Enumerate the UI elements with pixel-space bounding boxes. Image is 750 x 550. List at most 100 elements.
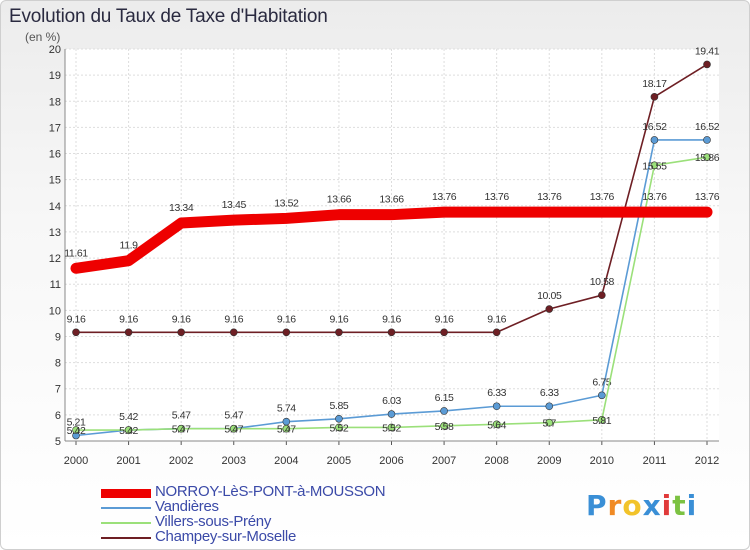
y-tick-label: 14 [49, 201, 61, 213]
data-label: 13.45 [222, 199, 247, 211]
data-label: 13.76 [642, 191, 667, 203]
data-point [387, 423, 396, 432]
logo-letter: i [661, 489, 673, 522]
data-point [598, 291, 606, 299]
data-point [650, 161, 659, 170]
logo-letter: x [642, 489, 662, 522]
y-tick-label: 20 [49, 44, 61, 56]
logo-letter: t [672, 489, 687, 522]
x-tick-label: 2007 [432, 455, 456, 467]
data-point [72, 264, 80, 273]
data-label: 13.34 [169, 202, 194, 214]
data-label: 5.47 [172, 410, 191, 422]
data-point [72, 328, 80, 337]
data-label: 5.85 [329, 400, 348, 412]
x-tick-label: 2001 [116, 455, 140, 467]
x-tick-label: 2012 [695, 455, 719, 467]
data-point [282, 424, 291, 433]
data-point [335, 414, 343, 423]
data-label: 6.75 [592, 376, 611, 388]
legend-swatch [101, 537, 151, 539]
legend-label: NORROY-LèS-PONT-à-MOUSSON [155, 483, 386, 500]
logo-letter: o [622, 489, 643, 522]
data-label: 9.16 [119, 313, 138, 325]
data-label: 13.76 [695, 191, 720, 203]
data-label: 18.17 [642, 78, 667, 90]
x-tick-label: 2002 [169, 455, 193, 467]
x-tick-label: 2000 [64, 455, 88, 467]
logo-letter: r [607, 489, 623, 522]
data-point [597, 208, 606, 217]
y-tick-label: 5 [55, 436, 61, 448]
chart-title: Evolution du Taux de Taxe d'Habitation [9, 6, 328, 27]
data-point [650, 136, 659, 144]
y-tick-label: 18 [49, 96, 61, 108]
y-tick-label: 19 [49, 70, 61, 82]
data-point [229, 216, 238, 225]
logo-letter: P [586, 489, 608, 522]
legend-label: Villers-sous-Prény [155, 513, 272, 530]
data-point [124, 328, 133, 337]
data-label: 6.33 [487, 387, 506, 399]
data-point [335, 328, 343, 337]
data-point [177, 424, 185, 433]
data-point [72, 426, 80, 434]
data-label: 6.33 [540, 387, 559, 399]
data-point [229, 424, 238, 433]
data-point [703, 208, 711, 217]
data-label: 13.66 [327, 194, 352, 206]
data-label: 13.76 [537, 191, 562, 203]
y-tick-label: 16 [49, 149, 61, 161]
data-point [492, 402, 501, 411]
y-tick-label: 12 [49, 253, 61, 265]
logo-letter: i [686, 489, 698, 522]
data-label: 11.61 [64, 247, 88, 259]
data-point [334, 210, 343, 219]
data-point [282, 328, 291, 337]
y-unit-label: (en %) [25, 30, 61, 44]
y-tick-label: 13 [49, 227, 61, 239]
data-label: 5.74 [277, 403, 296, 415]
data-point [177, 219, 186, 228]
data-point [440, 208, 449, 217]
y-tick-label: 17 [49, 122, 61, 134]
data-label: 5.42 [119, 425, 138, 437]
data-label: 16.52 [642, 121, 667, 133]
data-point [440, 407, 448, 415]
legend-swatch [101, 488, 151, 498]
x-tick-label: 2006 [379, 455, 403, 467]
data-point [598, 416, 606, 424]
data-label: 6.03 [382, 395, 401, 407]
data-label: 13.66 [379, 194, 404, 206]
data-point [335, 423, 343, 432]
data-point [124, 256, 133, 265]
data-point [545, 305, 554, 313]
data-label: 16.52 [695, 121, 720, 133]
y-tick-label: 7 [55, 384, 61, 396]
data-label: 5.47 [277, 424, 296, 436]
y-tick-label: 9 [55, 331, 61, 343]
data-label: 5.52 [382, 422, 401, 434]
x-tick-label: 2005 [327, 455, 351, 467]
data-label: 10.58 [590, 276, 615, 288]
data-label: 13.76 [485, 191, 510, 203]
legend-swatch [101, 507, 151, 509]
data-point [545, 208, 554, 217]
data-point [440, 422, 448, 430]
data-point [387, 210, 396, 219]
data-label: 9.16 [67, 313, 86, 325]
x-tick-label: 2011 [643, 455, 667, 467]
data-label: 5.81 [592, 415, 611, 427]
data-label: 5.58 [435, 421, 454, 433]
data-point [545, 418, 554, 427]
data-label: 15.55 [642, 160, 667, 172]
data-label: 13.76 [432, 191, 457, 203]
data-point [650, 93, 659, 101]
data-point [124, 426, 133, 434]
data-point [650, 208, 659, 217]
data-label: 5.47 [224, 424, 243, 436]
y-tick-label: 15 [49, 175, 61, 187]
x-tick-label: 2010 [590, 455, 614, 467]
data-label: 13.52 [274, 197, 299, 209]
